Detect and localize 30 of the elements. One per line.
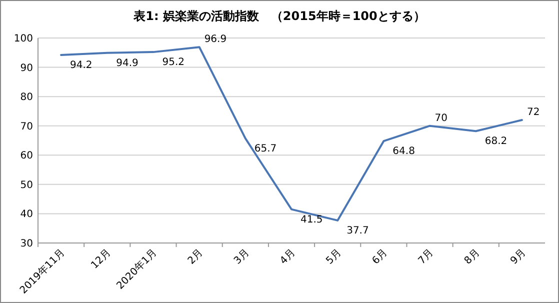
data-label: 65.7: [254, 143, 277, 154]
line-series: [60, 46, 523, 222]
data-label: 94.2: [70, 60, 92, 71]
x-tick-label: 7月: [416, 247, 436, 267]
data-label: 94.9: [116, 58, 138, 69]
data-label: 64.8: [392, 146, 415, 158]
x-tick-label: 6月: [370, 247, 390, 267]
y-tick-label: 100: [14, 34, 33, 44]
data-label: 41.5: [300, 214, 323, 226]
x-tick-label: 3月: [232, 247, 252, 267]
y-tick-label: 90: [20, 62, 33, 74]
x-tick-label: 8月: [462, 247, 482, 267]
y-tick-label: 40: [20, 209, 33, 220]
y-tick-label: 80: [20, 92, 33, 104]
y-tick-label: 70: [20, 121, 33, 132]
data-label: 37.7: [346, 225, 369, 236]
data-label: 70: [434, 112, 448, 124]
x-tick-label: 4月: [278, 247, 298, 267]
x-tick-label: 2月: [186, 247, 206, 267]
x-tick-label: 12月: [89, 247, 114, 272]
data-label: 72: [526, 107, 540, 118]
chart-title: 表1: 娯楽業の活動指数 （2015年時＝100とする）: [132, 9, 426, 23]
data-label: 68.2: [484, 136, 508, 148]
y-tick-label: 30: [20, 238, 33, 250]
data-label: 95.2: [162, 57, 184, 68]
y-tick-label: 60: [20, 150, 33, 162]
x-tick-label: 9月: [508, 247, 528, 267]
x-tick-label: 5月: [324, 247, 344, 267]
y-tick-label: 50: [20, 180, 33, 191]
data-label: 96.9: [204, 34, 227, 46]
